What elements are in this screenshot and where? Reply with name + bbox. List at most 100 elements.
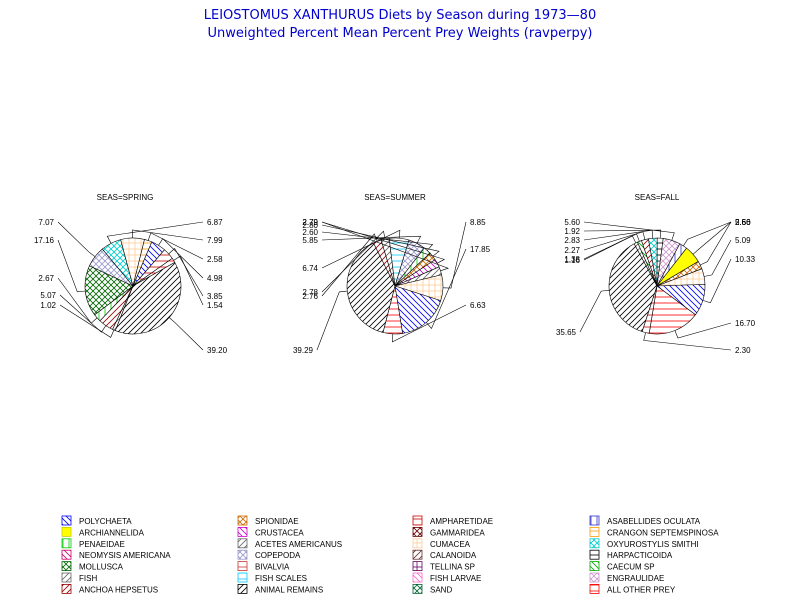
legend-swatch <box>589 584 600 594</box>
pie-slice-animal-remains <box>114 261 182 335</box>
leader-line <box>700 221 732 266</box>
legend-label: FISH <box>79 574 97 583</box>
legend-swatch <box>412 538 423 549</box>
leader-line <box>59 304 115 338</box>
legend-swatch <box>61 561 72 571</box>
legend-item-crustacea: CRUSTACEA <box>237 527 304 537</box>
slice-label: 3.85 <box>207 292 223 301</box>
legend-swatch <box>589 538 600 549</box>
legend-label: TELLINA SP <box>430 563 475 572</box>
legend-label: ARCHIANNELIDA <box>79 528 145 537</box>
slice-label: 10.33 <box>735 255 756 264</box>
leader-line <box>442 221 467 289</box>
legend-item-fish-scales: FISH SCALES <box>237 572 307 583</box>
legend-label: ACETES AMERICANUS <box>255 540 342 549</box>
slice-label: 5.85 <box>302 236 318 245</box>
slice-label: 5.66 <box>735 218 751 227</box>
legend-label: SPIONIDAE <box>255 517 299 526</box>
legend-item-tellina-sp: TELLINA SP <box>412 561 475 572</box>
legend-label: SAND <box>430 585 452 594</box>
slice-label: 1.38 <box>564 255 580 264</box>
leader-line <box>132 229 204 241</box>
slice-label: 2.60 <box>302 228 318 237</box>
legend-label: ALL OTHER PREY <box>607 585 676 594</box>
slice-label: 2.79 <box>302 218 318 227</box>
legend-label: CAECUM SP <box>607 563 655 572</box>
leader-line <box>57 239 86 293</box>
leader-line <box>683 221 732 247</box>
legend-swatch <box>61 527 72 537</box>
legend-label: ANIMAL REMAINS <box>255 585 323 594</box>
leader-line <box>321 230 386 293</box>
legend-label: AMPHARETIDAE <box>430 517 493 526</box>
chart-title: LEIOSTOMUS XANTHURUS Diets by Season dur… <box>204 8 596 23</box>
legend-item-cumacea: CUMACEA <box>412 538 471 549</box>
leader-line <box>321 235 422 244</box>
slice-label: 39.29 <box>293 346 314 355</box>
slice-label: 5.60 <box>564 218 580 227</box>
legend-swatch <box>237 515 248 526</box>
slice-label: 2.30 <box>735 346 751 355</box>
slice-label: 2.56 <box>735 218 751 227</box>
leader-line <box>321 221 449 272</box>
leader-line <box>643 332 732 351</box>
leader-line <box>392 304 467 343</box>
legend-swatch <box>412 584 423 594</box>
legend-label: CRANGON SEPTEMSPINOSA <box>607 528 719 537</box>
legend-swatch <box>237 538 248 549</box>
legend-item-all-other-prey: ALL OTHER PREY <box>589 584 676 594</box>
pie-slice-animal-remains <box>346 242 396 333</box>
legend-swatch <box>589 515 600 526</box>
legend-swatch <box>412 572 423 583</box>
slice-label: 5.07 <box>40 291 56 300</box>
leader-line <box>321 231 434 251</box>
legend-label: MOLLUSCA <box>79 563 124 572</box>
legend-swatch <box>61 538 72 549</box>
legend-label: FISH LARVAE <box>430 574 481 583</box>
legend: POLYCHAETA SPIONIDAE AMPHARETIDAE ASABELLID… <box>61 515 719 594</box>
legend-swatch <box>237 572 248 583</box>
legend-swatch <box>237 584 248 594</box>
slice-label: 16.70 <box>735 319 756 328</box>
slice-label: 1.16 <box>564 256 580 265</box>
pie-charts: SEAS=SPRING 1.025.07 2.67 17.16 7.07 6.87 7.99… <box>34 193 756 355</box>
leader-line <box>321 229 401 269</box>
pie-slice-polychaeta <box>394 285 442 334</box>
legend-swatch <box>61 515 72 526</box>
legend-item-asabellides-oculata: ASABELLIDES OCULATA <box>589 515 701 526</box>
legend-label: ASABELLIDES OCULATA <box>607 517 701 526</box>
leader-line <box>583 229 654 241</box>
legend-item-penaeidae: PENAEIDAE <box>61 538 125 549</box>
slice-label: 2.67 <box>38 274 54 283</box>
legend-swatch <box>412 527 423 537</box>
slice-label: 2.76 <box>302 292 318 301</box>
legend-item-spionidae: SPIONIDAE <box>237 515 299 526</box>
legend-swatch <box>237 527 248 537</box>
legend-item-neomysis-americana: NEOMYSIS AMERICANA <box>61 549 171 560</box>
slice-label: 5.09 <box>735 236 751 245</box>
legend-label: PENAEIDAE <box>79 540 125 549</box>
pie-title: SEAS=FALL <box>635 193 680 202</box>
legend-item-acetes-americanus: ACETES AMERICANUS <box>237 538 342 549</box>
legend-swatch <box>589 561 600 571</box>
legend-item-engraulidae: ENGRAULIDAE <box>589 572 664 583</box>
legend-label: BIVALVIA <box>255 563 290 572</box>
legend-label: ANCHOA HEPSETUS <box>79 585 158 594</box>
slice-label: 2.58 <box>207 255 223 264</box>
legend-item-fish-larvae: FISH LARVAE <box>412 572 481 583</box>
slice-label: 8.85 <box>470 218 486 227</box>
legend-item-archiannelida: ARCHIANNELIDA <box>61 527 145 537</box>
legend-swatch <box>589 527 600 537</box>
legend-item-animal-remains: ANIMAL REMAINS <box>237 584 323 594</box>
slice-label: 2.60 <box>735 218 751 227</box>
legend-label: FISH SCALES <box>255 574 307 583</box>
leader-line <box>583 221 675 241</box>
slice-label: 6.87 <box>207 218 223 227</box>
leader-line <box>168 248 204 297</box>
legend-swatch <box>589 549 600 560</box>
slice-label: 1.54 <box>207 301 223 310</box>
legend-item-gammaridea: GAMMARIDEA <box>412 527 485 537</box>
slice-label: 17.85 <box>470 245 491 254</box>
slice-label: 2.27 <box>564 246 580 255</box>
